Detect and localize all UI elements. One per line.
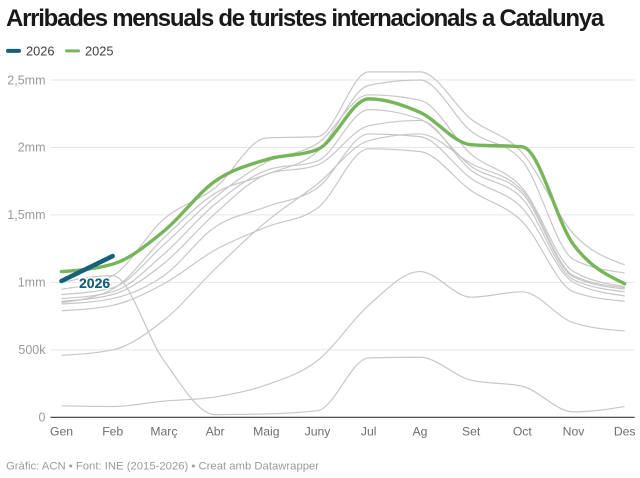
svg-text:Gen: Gen (50, 425, 73, 439)
svg-text:2mm: 2mm (18, 141, 46, 155)
svg-text:Feb: Feb (102, 425, 123, 439)
svg-text:2026: 2026 (26, 44, 54, 59)
svg-text:2,5mm: 2,5mm (7, 73, 45, 87)
svg-text:2025: 2025 (85, 44, 113, 59)
svg-text:Oct: Oct (513, 425, 533, 439)
svg-text:Març: Març (150, 425, 177, 439)
svg-text:0: 0 (39, 411, 46, 425)
svg-text:Nov: Nov (563, 425, 586, 439)
svg-text:2026: 2026 (79, 275, 110, 291)
svg-text:1,5mm: 1,5mm (7, 208, 45, 222)
svg-text:Ag: Ag (412, 425, 427, 439)
svg-text:1mm: 1mm (18, 276, 46, 290)
svg-text:Juny: Juny (305, 425, 332, 439)
svg-text:500k: 500k (18, 343, 46, 357)
svg-text:Abr: Abr (206, 425, 225, 439)
svg-text:Maig: Maig (253, 425, 279, 439)
svg-text:Arribades mensuals de turistes: Arribades mensuals de turistes internaci… (6, 5, 605, 32)
svg-text:Des: Des (614, 425, 636, 439)
svg-text:Jul: Jul (361, 425, 377, 439)
svg-text:Set: Set (462, 425, 481, 439)
svg-text:2026: 2026 (79, 275, 110, 291)
svg-text:Gràfic: ACN • Font: INE (2015-: Gràfic: ACN • Font: INE (2015-2026) • Cr… (6, 461, 319, 473)
